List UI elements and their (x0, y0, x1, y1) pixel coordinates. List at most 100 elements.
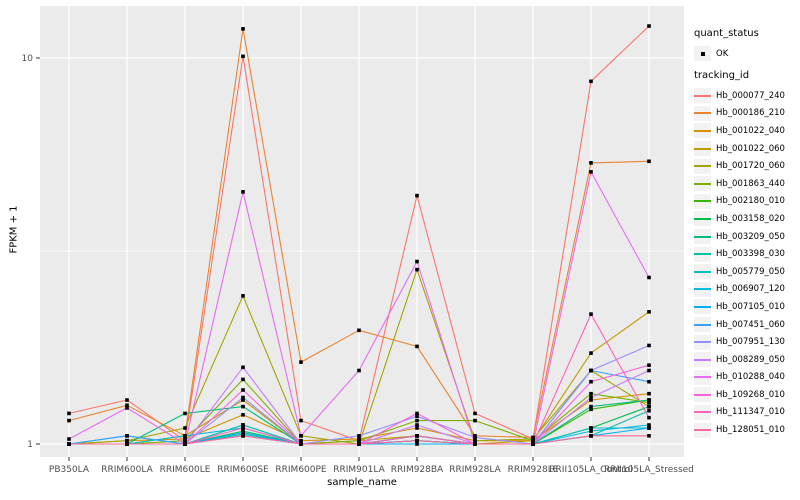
legend-entry: Hb_000077_240 (694, 87, 785, 105)
data-point (415, 442, 419, 446)
legend-entry: Hb_111347_010 (694, 404, 785, 422)
data-point (531, 442, 535, 446)
data-point (647, 310, 651, 314)
data-point (589, 434, 593, 438)
data-point (415, 414, 419, 419)
legend-entry-label: Hb_003398_030 (716, 249, 785, 260)
data-point (589, 79, 593, 84)
data-point (299, 442, 303, 446)
legend-entry: Hb_001022_040 (694, 122, 785, 140)
data-point (67, 411, 71, 416)
legend-entry-label: Hb_001720_060 (716, 161, 785, 172)
legend-entries: Hb_000077_240 Hb_000186_210 Hb_001022_040 H… (694, 87, 785, 439)
line-key-icon (694, 141, 711, 157)
line-key-icon (694, 176, 711, 192)
legend-entry: Hb_001863_440 (694, 175, 785, 193)
data-point (183, 434, 187, 438)
data-point (647, 434, 651, 438)
line-key-icon (694, 404, 711, 420)
line-key-icon (694, 229, 711, 245)
data-point (125, 442, 129, 446)
data-point (647, 426, 651, 430)
data-point (241, 388, 245, 392)
data-point (647, 398, 651, 402)
data-point (125, 406, 129, 410)
line-key-icon (694, 281, 711, 297)
data-point (125, 403, 129, 408)
plot-panel (40, 6, 684, 457)
data-point (589, 404, 593, 409)
legend-entry-label: Hb_111347_010 (716, 407, 785, 418)
data-point (299, 418, 303, 423)
data-point (473, 438, 477, 443)
data-point (589, 161, 593, 165)
line-key-icon (694, 123, 711, 139)
x-tick-label: RRIM901LA (333, 465, 385, 475)
x-tick-label: RRIM600LE (160, 465, 211, 475)
data-point (589, 395, 593, 400)
data-point (125, 434, 129, 438)
data-point (357, 438, 361, 443)
data-point (241, 426, 245, 430)
data-point (589, 407, 593, 412)
data-point (415, 426, 419, 430)
data-point (589, 429, 593, 433)
legend-entry: Hb_128051_010 (694, 421, 785, 439)
data-point (183, 442, 187, 446)
data-point (183, 426, 187, 430)
data-point (647, 275, 651, 280)
line-key-icon (694, 246, 711, 262)
legend-group-quant-status: quant_status OK (694, 28, 759, 63)
legend-entry: Hb_008289_050 (694, 351, 785, 369)
data-point (241, 434, 245, 438)
line-key-icon (694, 352, 711, 368)
data-point (241, 27, 245, 31)
legend-entry-label: Hb_007105_010 (716, 301, 785, 312)
data-point (415, 267, 419, 272)
data-point (647, 404, 651, 409)
data-point (299, 438, 303, 443)
legend-entry: Hb_109268_010 (694, 386, 785, 404)
data-point (415, 259, 419, 264)
data-point (241, 54, 245, 59)
data-point (647, 391, 651, 396)
data-point (647, 159, 651, 164)
legend-entry-label: Hb_007951_130 (716, 337, 785, 348)
x-tick-label: RRIM928LE (508, 465, 559, 475)
legend-entry-label: Hb_109268_010 (716, 389, 785, 400)
line-key-icon (694, 387, 711, 403)
legend-entry-label: Hb_001022_060 (716, 143, 785, 154)
x-tick-label: RRIM600LA (101, 465, 153, 475)
x-tick-label: RRIM600SE (217, 465, 269, 475)
data-point (647, 408, 651, 413)
data-point (67, 437, 71, 441)
data-point (589, 379, 593, 384)
legend-title-quant-status: quant_status (694, 28, 759, 39)
data-point (241, 398, 245, 402)
legend-title-tracking-id: tracking_id (694, 70, 750, 81)
x-tick-label: RRII105LA_Stressed (604, 465, 694, 475)
legend-entry-label: Hb_007451_060 (716, 319, 785, 330)
data-point (647, 24, 651, 28)
legend-entry: Hb_007951_130 (694, 333, 785, 351)
data-point (299, 434, 303, 438)
line-key-icon (694, 193, 711, 209)
line-key-icon (694, 369, 711, 385)
data-point (241, 365, 245, 370)
data-point (241, 430, 245, 435)
data-point (241, 377, 245, 382)
data-point (357, 442, 361, 446)
legend-entry: Hb_010288_040 (694, 369, 785, 387)
data-point (241, 395, 245, 400)
data-point (589, 170, 593, 174)
data-point (589, 391, 593, 396)
data-point (241, 404, 245, 409)
x-tick-label: PB350LA (49, 465, 90, 475)
line-key-icon (694, 211, 711, 227)
legend-entry: Hb_003158_020 (694, 210, 785, 228)
data-point (183, 411, 187, 416)
legend-entry-label: Hb_001022_040 (716, 125, 785, 136)
line-key-icon (694, 158, 711, 174)
